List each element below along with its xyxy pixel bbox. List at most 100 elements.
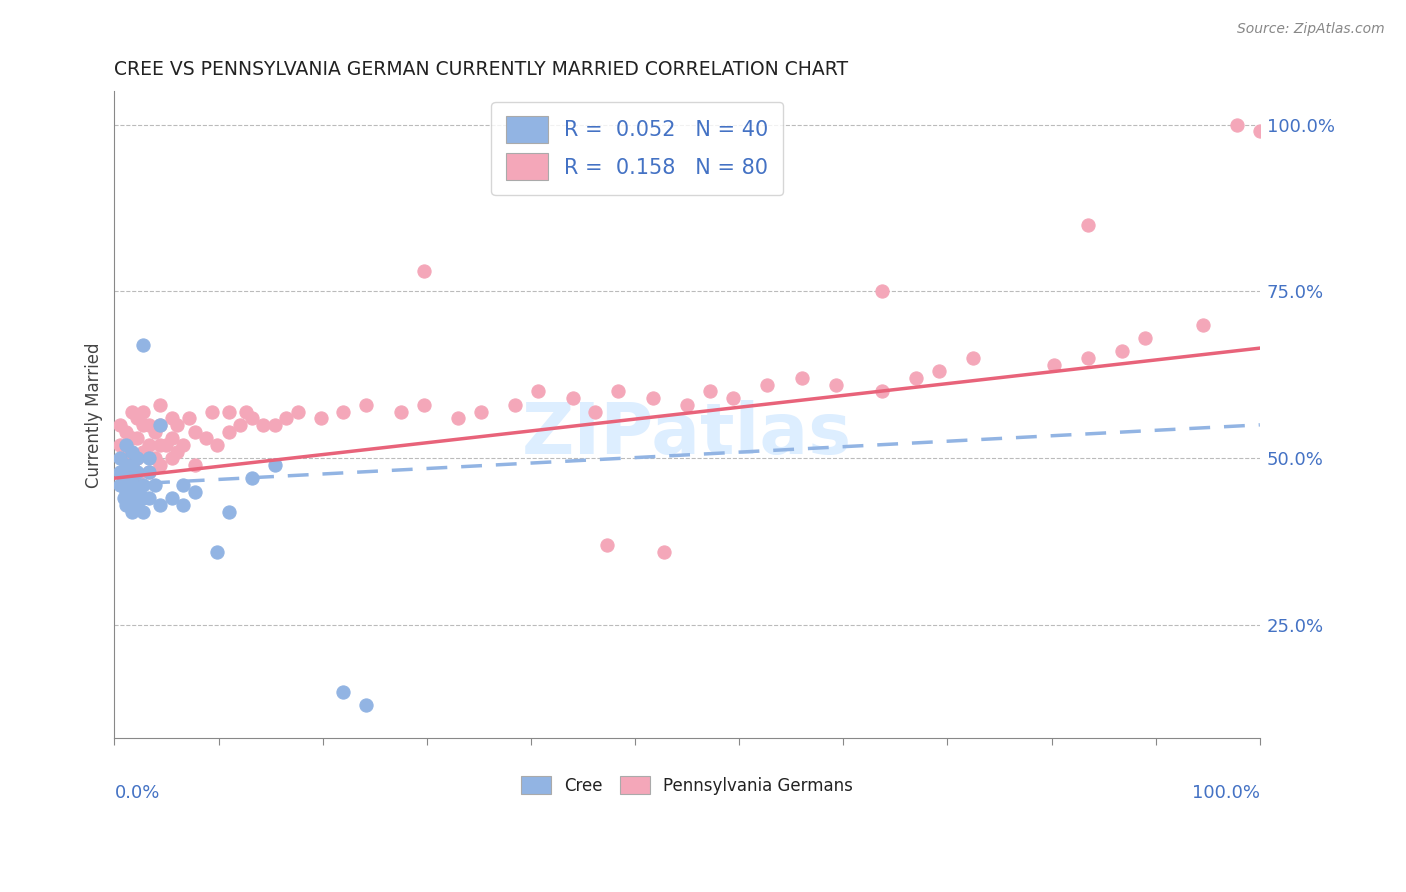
Point: [115, 438, 138, 452]
Point: [127, 471, 149, 485]
Point: [112, 491, 135, 506]
Point: [676, 398, 699, 412]
Point: [905, 371, 928, 385]
Point: [121, 444, 143, 458]
Point: [138, 451, 160, 466]
Point: [121, 478, 143, 492]
Point: [699, 384, 721, 399]
Text: 100.0%: 100.0%: [1192, 784, 1260, 802]
Point: [229, 417, 252, 432]
Point: [127, 498, 149, 512]
Point: [195, 431, 218, 445]
Point: [721, 391, 744, 405]
Point: [127, 451, 149, 466]
Point: [172, 438, 194, 452]
Point: [207, 544, 229, 558]
Point: [596, 538, 619, 552]
Point: [108, 478, 131, 492]
Point: [412, 398, 434, 412]
Point: [470, 404, 492, 418]
Point: [1226, 118, 1249, 132]
Point: [121, 471, 143, 485]
Point: [121, 505, 143, 519]
Point: [1077, 218, 1099, 232]
Point: [201, 404, 224, 418]
Point: [115, 498, 138, 512]
Point: [356, 698, 378, 712]
Point: [121, 491, 143, 506]
Point: [1191, 318, 1213, 332]
Point: [183, 484, 205, 499]
Point: [138, 491, 160, 506]
Point: [172, 498, 194, 512]
Point: [149, 417, 172, 432]
Point: [870, 285, 893, 299]
Point: [160, 411, 183, 425]
Point: [825, 377, 848, 392]
Point: [149, 398, 172, 412]
Point: [115, 484, 138, 499]
Point: [127, 431, 149, 445]
Point: [412, 264, 434, 278]
Point: [527, 384, 550, 399]
Point: [166, 417, 188, 432]
Point: [149, 498, 172, 512]
Point: [756, 377, 779, 392]
Point: [356, 398, 378, 412]
Point: [160, 431, 183, 445]
Point: [641, 391, 664, 405]
Point: [108, 438, 131, 452]
Point: [149, 438, 172, 452]
Point: [132, 491, 155, 506]
Point: [138, 417, 160, 432]
Point: [112, 471, 135, 485]
Point: [132, 444, 155, 458]
Point: [276, 411, 298, 425]
Point: [870, 384, 893, 399]
Point: [240, 411, 263, 425]
Point: [127, 451, 149, 466]
Point: [240, 471, 263, 485]
Y-axis label: Currently Married: Currently Married: [86, 343, 103, 488]
Point: [115, 451, 138, 466]
Point: [121, 458, 143, 472]
Point: [1042, 358, 1064, 372]
Point: [127, 465, 149, 479]
Point: [1135, 331, 1157, 345]
Point: [132, 417, 155, 432]
Point: [235, 404, 257, 418]
Point: [287, 404, 309, 418]
Point: [160, 491, 183, 506]
Point: [138, 438, 160, 452]
Point: [790, 371, 813, 385]
Point: [127, 411, 149, 425]
Point: [218, 404, 240, 418]
Point: [172, 478, 194, 492]
Point: [332, 684, 354, 698]
Point: [115, 471, 138, 485]
Point: [218, 505, 240, 519]
Point: [218, 425, 240, 439]
Point: [121, 458, 143, 472]
Text: ZIPatlas: ZIPatlas: [522, 400, 852, 469]
Point: [183, 425, 205, 439]
Point: [160, 451, 183, 466]
Point: [115, 425, 138, 439]
Point: [143, 451, 166, 466]
Text: Source: ZipAtlas.com: Source: ZipAtlas.com: [1237, 22, 1385, 37]
Point: [585, 404, 607, 418]
Point: [183, 458, 205, 472]
Point: [166, 444, 188, 458]
Point: [115, 458, 138, 472]
Text: CREE VS PENNSYLVANIA GERMAN CURRENTLY MARRIED CORRELATION CHART: CREE VS PENNSYLVANIA GERMAN CURRENTLY MA…: [114, 60, 849, 78]
Point: [263, 417, 285, 432]
Point: [121, 404, 143, 418]
Legend: Cree, Pennsylvania Germans: Cree, Pennsylvania Germans: [515, 770, 859, 801]
Point: [155, 438, 177, 452]
Point: [309, 411, 332, 425]
Point: [149, 417, 172, 432]
Point: [108, 451, 131, 466]
Point: [108, 465, 131, 479]
Point: [252, 417, 274, 432]
Point: [132, 338, 155, 352]
